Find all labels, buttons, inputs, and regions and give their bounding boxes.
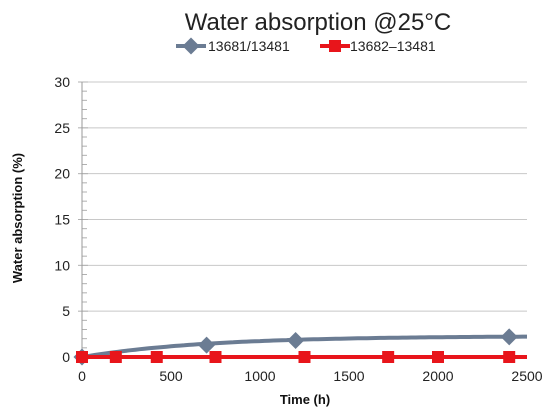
data-point-square [382,351,395,363]
series-line [81,334,527,359]
x-tick-label: 1500 [333,368,364,384]
y-tick-label: 25 [54,120,70,136]
y-axis-title: Water absorption (%) [10,153,25,283]
series-1 [73,328,527,366]
y-tick-label: 0 [62,349,70,365]
y-tick-label: 15 [54,212,70,228]
legend-square-marker [329,40,341,52]
data-point-diamond [287,332,305,349]
x-tick-label: 2500 [511,368,542,384]
data-point-square [150,351,163,363]
series-group [73,328,527,366]
chart-title: Water absorption @25°C [185,9,452,36]
data-point-square [109,351,122,363]
x-tick-label: 500 [159,368,183,384]
legend: 13681/13481 13682–13481 [176,37,436,55]
data-point-diamond [198,336,216,354]
data-point-diamond [500,328,518,346]
data-point-square [298,351,311,363]
y-tick-label: 30 [54,74,70,90]
x-axis-title: Time (h) [280,392,330,407]
legend-item-series-2: 13682–13481 [320,38,436,54]
gridlines [82,81,527,312]
series-2 [76,351,527,363]
legend-label-series-1: 13681/13481 [208,38,290,54]
data-point-square [76,351,88,363]
x-tick-labels: 0 500 1000 1500 2000 2500 [78,368,543,384]
legend-diamond-marker [182,37,200,55]
data-point-square [432,351,444,363]
x-tick-label: 1000 [244,368,275,384]
y-tick-label: 20 [54,166,70,182]
data-point-square [503,351,516,363]
x-tick-label: 2000 [422,368,453,384]
data-point-square [209,351,222,363]
y-tick-labels: 0 5 10 15 20 25 30 [54,74,70,365]
minor-ticks [78,81,88,358]
legend-item-series-1: 13681/13481 [176,37,290,55]
legend-label-series-2: 13682–13481 [350,38,436,54]
y-tick-label: 10 [54,257,70,273]
y-tick-label: 5 [62,303,70,319]
x-tick-label: 0 [78,368,86,384]
